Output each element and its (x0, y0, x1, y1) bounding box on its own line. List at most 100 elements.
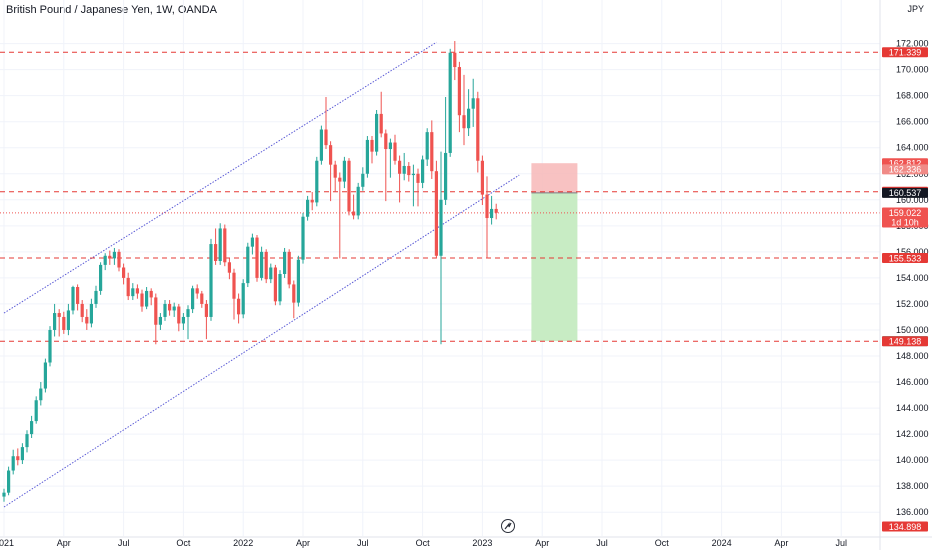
candle-body (476, 98, 480, 161)
candle (388, 138, 392, 178)
candle-body (260, 251, 264, 278)
horizontal-levels[interactable] (0, 51, 880, 342)
price-label: 160.537 (882, 187, 928, 198)
candle (402, 152, 406, 181)
time-tick-label: Jul (596, 538, 608, 548)
candle-body (149, 290, 153, 298)
candle (200, 290, 204, 308)
candle (149, 288, 153, 306)
price-label-text: 162.812 (889, 159, 922, 169)
candle-body (490, 208, 494, 219)
candle (255, 234, 259, 282)
candle-body (301, 216, 305, 260)
price-tick-label: 136.000 (896, 507, 929, 517)
price-label: 162.336 (882, 164, 928, 175)
price-label: 134.898 (882, 521, 928, 532)
candle (7, 466, 11, 496)
candle-body (421, 159, 425, 183)
candle (154, 293, 158, 345)
candle-body (356, 186, 360, 216)
candle-body (135, 288, 139, 294)
channel-upper-line[interactable] (3, 41, 437, 314)
candle-body (237, 298, 241, 315)
candle (89, 298, 93, 328)
candle-body (444, 152, 448, 200)
price-tick-label: 164.000 (896, 143, 929, 153)
candle-body (140, 293, 144, 307)
candle (310, 192, 314, 211)
candle (177, 303, 181, 332)
candle (471, 78, 475, 127)
price-tick-label: 144.000 (896, 403, 929, 413)
price-tick-label: 172.000 (896, 39, 929, 49)
candle (352, 194, 356, 220)
candle-body (122, 267, 126, 278)
candle (494, 203, 498, 220)
candle (333, 160, 337, 192)
candle-body (319, 129, 323, 161)
candle (384, 129, 388, 202)
candle (269, 263, 273, 284)
candle-body (347, 160, 351, 212)
candle-body (117, 251, 121, 268)
candle-body (30, 421, 34, 435)
candle-body (269, 267, 273, 280)
candle-body (145, 290, 149, 307)
candle (195, 284, 199, 299)
candle (338, 172, 342, 259)
candle (122, 263, 126, 285)
candle (439, 151, 443, 345)
time-axis[interactable]: 2021 Apr Jul Oct 2022 Apr Jul Oct 2023 Apr Jul Oct 2… (0, 538, 847, 548)
price-label: 171.339 (882, 47, 928, 58)
candle-body (407, 165, 411, 176)
candle-body (315, 160, 319, 203)
candle (379, 91, 383, 138)
candle-body (283, 251, 287, 274)
candle-body (250, 237, 254, 247)
candle-body (411, 173, 415, 176)
candle (135, 284, 139, 299)
candle-body (430, 132, 434, 172)
candle (218, 223, 222, 265)
candle-body (255, 237, 259, 278)
candle (246, 242, 250, 288)
candle (20, 443, 24, 465)
candle-body (168, 303, 172, 311)
candle (204, 300, 208, 340)
candle-body (76, 287, 80, 304)
candle (430, 120, 434, 179)
candle (145, 287, 149, 310)
candle-body (333, 164, 337, 178)
candle-body (264, 251, 268, 280)
candle-body (232, 272, 236, 299)
candle-body (126, 277, 130, 297)
candle-body (379, 113, 383, 134)
candle (241, 279, 245, 319)
candle (393, 134, 397, 165)
price-tick-label: 142.000 (896, 429, 929, 439)
candle (421, 155, 425, 189)
tradingview-logo-icon[interactable] (501, 519, 515, 533)
candle (480, 155, 484, 206)
stop-loss-zone[interactable] (531, 163, 578, 193)
price-axis[interactable]: 136.000 138.000 140.000 142.000 144.000 146.0… (896, 39, 929, 518)
candle-body (361, 173, 365, 187)
take-profit-zone[interactable] (531, 192, 578, 342)
candle-body (53, 313, 57, 330)
candle-body (485, 194, 489, 219)
candle (264, 249, 268, 284)
candle (25, 430, 29, 453)
candle-body (273, 267, 277, 302)
candle (209, 238, 213, 321)
candle-body (306, 199, 310, 217)
candle-body (2, 492, 6, 497)
candle (283, 247, 287, 278)
position-tool[interactable] (531, 163, 578, 342)
candle (168, 300, 172, 316)
candle-body (425, 132, 429, 160)
candle-body (99, 264, 103, 291)
candle-body (365, 139, 369, 174)
candle (407, 162, 411, 182)
candle (319, 125, 323, 165)
